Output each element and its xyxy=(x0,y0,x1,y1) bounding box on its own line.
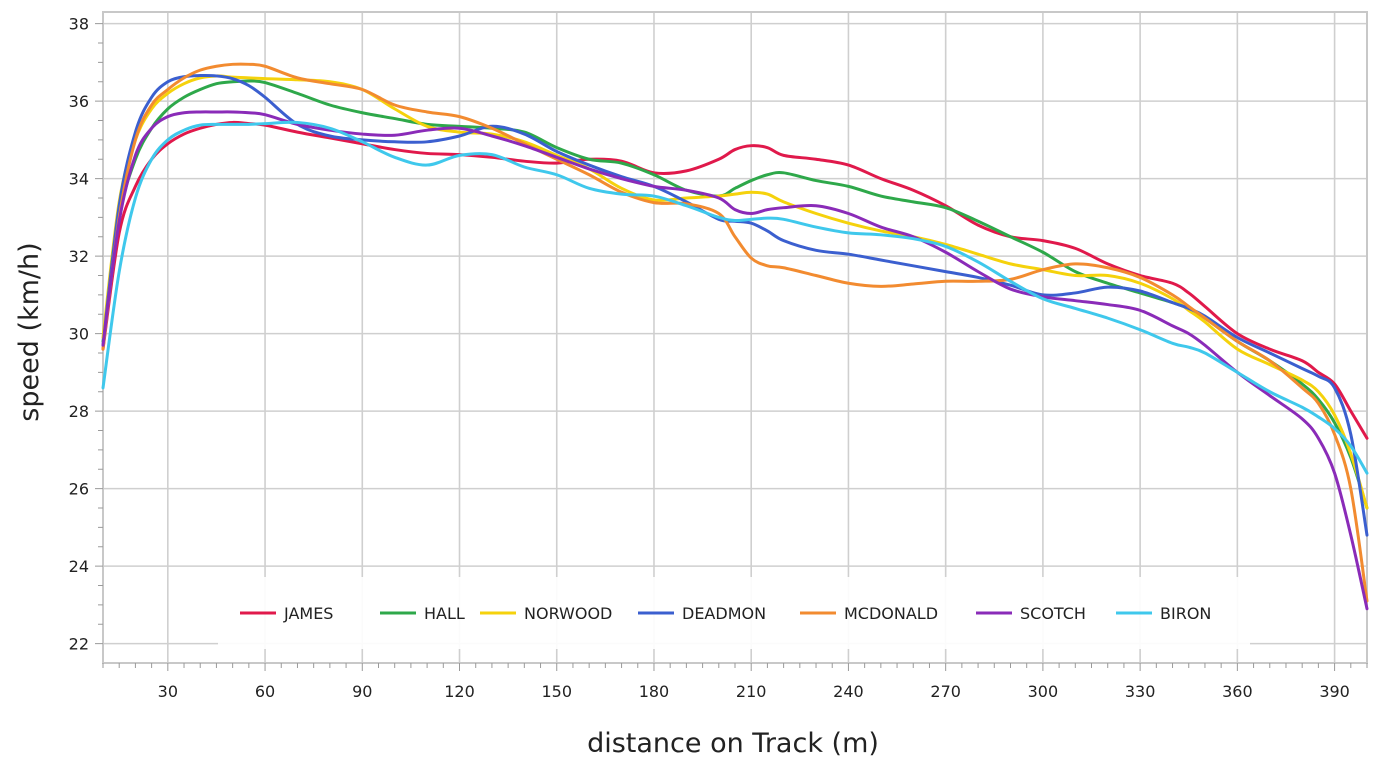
series-line-mcdonald xyxy=(101,62,1369,603)
x-tick-label: 270 xyxy=(930,682,961,701)
legend-label: NORWOOD xyxy=(524,604,612,623)
y-tick-label: 32 xyxy=(69,247,89,266)
legend-label: HALL xyxy=(424,604,465,623)
legend-entry-norwood: NORWOOD xyxy=(480,604,612,623)
x-axis-title: distance on Track (m) xyxy=(587,728,879,759)
grid xyxy=(103,12,1367,663)
y-tick-label: 28 xyxy=(69,402,89,421)
x-tick-label: 390 xyxy=(1319,682,1350,701)
legend-label: MCDONALD xyxy=(844,604,938,623)
x-tick-label: 360 xyxy=(1222,682,1253,701)
x-tick-label: 150 xyxy=(541,682,572,701)
x-tick-label: 90 xyxy=(352,682,372,701)
series-line-deadmon xyxy=(101,73,1369,537)
legend-entry-mcdonald: MCDONALD xyxy=(800,604,938,623)
y-tick-label: 34 xyxy=(69,170,89,189)
series-line-biron xyxy=(101,120,1369,475)
legend-entry-hall: HALL xyxy=(380,604,465,623)
x-tick-label: 300 xyxy=(1028,682,1059,701)
y-tick-label: 38 xyxy=(69,15,89,34)
x-tick-label: 120 xyxy=(444,682,475,701)
x-tick-label: 210 xyxy=(736,682,767,701)
y-tick-label: 26 xyxy=(69,480,89,499)
series-line-hall xyxy=(101,79,1369,510)
x-tick-label: 180 xyxy=(639,682,670,701)
legend-entry-deadmon: DEADMON xyxy=(638,604,766,623)
series-line-scotch xyxy=(101,110,1369,611)
series-line-james xyxy=(101,120,1369,440)
series-line-norwood xyxy=(101,74,1369,510)
legend-label: DEADMON xyxy=(682,604,766,623)
legend-entry-biron: BIRON xyxy=(1116,604,1211,623)
series-lines xyxy=(101,62,1369,611)
y-tick-label: 22 xyxy=(69,635,89,654)
x-tick-label: 330 xyxy=(1125,682,1156,701)
legend-label: BIRON xyxy=(1160,604,1211,623)
legend: JAMES HALL NORWOOD DEADMON MCDONALD SCOTCH BIR… xyxy=(218,577,1250,649)
x-tick-label: 30 xyxy=(158,682,178,701)
legend-entry-scotch: SCOTCH xyxy=(976,604,1086,623)
y-tick-label: 24 xyxy=(69,557,89,576)
legend-label: JAMES xyxy=(283,604,333,623)
minor-ticks xyxy=(95,23,1368,671)
y-tick-labels: 22 24 26 28 30 32 34 36 38 xyxy=(69,15,89,654)
x-tick-label: 60 xyxy=(255,682,275,701)
x-tick-label: 240 xyxy=(833,682,864,701)
y-tick-label: 36 xyxy=(69,92,89,111)
x-tick-labels: 30 60 90 120 150 180 210 240 270 300 330 360 390 xyxy=(158,682,1350,701)
y-tick-label: 30 xyxy=(69,325,89,344)
legend-entry-james: JAMES xyxy=(240,604,333,623)
legend-label: SCOTCH xyxy=(1020,604,1086,623)
y-axis-title: speed (km/h) xyxy=(14,242,45,421)
